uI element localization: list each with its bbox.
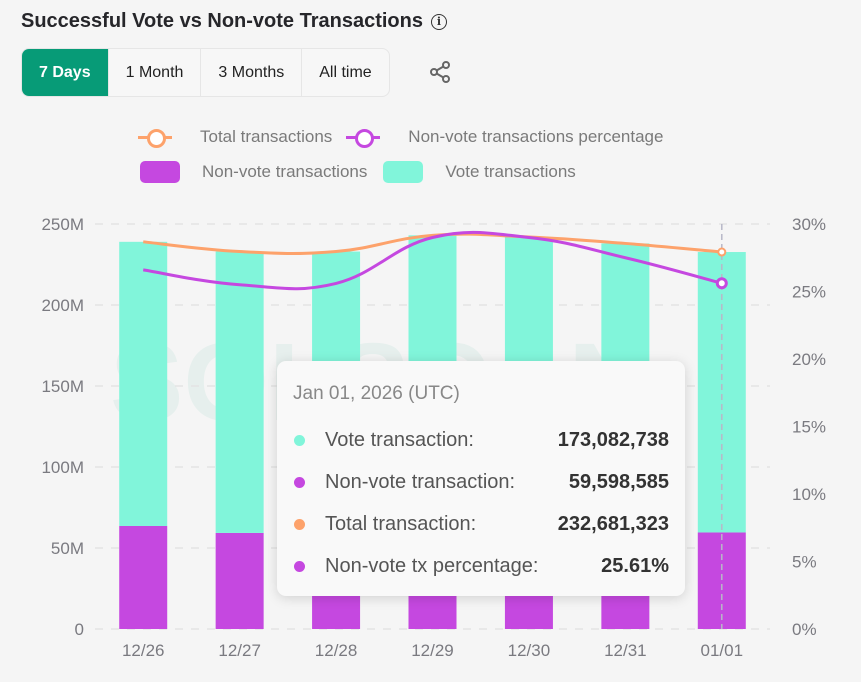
chart-title-text: Successful Vote vs Non-vote Transactions (21, 10, 423, 32)
dot-icon (294, 518, 305, 530)
x-tick-label: 12/26 (122, 641, 165, 660)
dot-icon (294, 476, 305, 488)
line-nonvote-percentage (142, 230, 723, 291)
y-left-tick-label: 50M (51, 539, 84, 558)
tooltip-label: Non-vote tx percentage: (325, 554, 539, 577)
legend-label: Total transactions (200, 127, 333, 146)
line-total-transactions (143, 232, 722, 255)
y-right-tick-label: 25% (792, 283, 826, 302)
chart-title: Successful Vote vs Non-vote Transactions… (21, 10, 447, 33)
legend-label: Non-vote transactions percentage (408, 127, 664, 146)
color-swatch-icon (140, 161, 180, 183)
x-tick-label: 12/27 (218, 641, 261, 660)
tooltip-label: Vote transaction: (325, 428, 474, 451)
chart-legend: Total transactions Non-vote transactions… (138, 122, 677, 192)
point-total-transactions (717, 247, 727, 257)
legend-item-total-transactions[interactable]: Total transactions (138, 127, 333, 148)
chart-tooltip: Jan 01, 2026 (UTC) Vote transaction: 173… (277, 361, 685, 596)
info-icon[interactable]: i (430, 13, 447, 30)
tooltip-value: 232,681,323 (557, 512, 669, 535)
x-tick-label: 12/29 (411, 641, 454, 660)
legend-item-nonvote-transactions[interactable]: Non-vote transactions (138, 161, 367, 183)
y-left-tick-label: 100M (41, 458, 84, 477)
tooltip-row-nonvote: Non-vote transaction: 59,598,585 (293, 461, 669, 503)
tab-3-months[interactable]: 3 Months (201, 49, 303, 96)
tooltip-value: 25.61% (601, 554, 669, 577)
y-right-tick-label: 5% (792, 553, 817, 572)
line-marker-icon (346, 127, 381, 148)
tooltip-label: Non-vote transaction: (325, 470, 516, 493)
y-left-tick-label: 150M (41, 377, 84, 396)
x-tick-label: 01/01 (701, 641, 744, 660)
x-tick-label: 12/31 (604, 641, 647, 660)
bar-vote (119, 241, 168, 526)
y-left-tick-label: 250M (41, 215, 84, 234)
time-range-tabs: 7 Days 1 Month 3 Months All time (21, 48, 390, 97)
tooltip-value: 173,082,738 (557, 428, 669, 451)
tooltip-row-percentage: Non-vote tx percentage: 25.61% (293, 545, 669, 587)
color-swatch-icon (383, 161, 424, 183)
dot-icon (294, 560, 305, 572)
bar-nonvote (215, 532, 264, 629)
tab-7-days[interactable]: 7 Days (22, 49, 109, 96)
y-right-tick-label: 15% (792, 418, 826, 437)
x-tick-label: 12/30 (508, 641, 551, 660)
tooltip-date: Jan 01, 2026 (UTC) (293, 383, 460, 404)
tooltip-value: 59,598,585 (568, 470, 669, 493)
y-right-tick-label: 10% (792, 485, 826, 504)
legend-label: Non-vote transactions (202, 162, 368, 181)
legend-item-nonvote-percentage[interactable]: Non-vote transactions percentage (346, 127, 664, 148)
bar-nonvote (119, 525, 168, 629)
tab-1-month[interactable]: 1 Month (109, 49, 202, 96)
tooltip-row-total: Total transaction: 232,681,323 (293, 503, 669, 545)
y-right-tick-label: 0% (792, 620, 817, 639)
y-right-tick-label: 30% (792, 215, 826, 234)
bar-vote (215, 251, 264, 533)
share-icon[interactable] (428, 60, 452, 84)
legend-label: Vote transactions (445, 162, 576, 181)
line-marker-icon (138, 127, 172, 148)
y-left-tick-label: 200M (41, 296, 84, 315)
x-tick-label: 12/28 (315, 641, 358, 660)
point-nonvote-percentage (715, 277, 728, 290)
dot-icon (294, 434, 305, 446)
y-left-tick-label: 0 (75, 620, 84, 639)
y-right-tick-label: 20% (792, 350, 826, 369)
legend-item-vote-transactions[interactable]: Vote transactions (381, 161, 576, 183)
tooltip-row-vote: Vote transaction: 173,082,738 (293, 419, 669, 461)
tooltip-label: Total transaction: (325, 512, 477, 535)
tab-all-time[interactable]: All time (319, 63, 372, 81)
